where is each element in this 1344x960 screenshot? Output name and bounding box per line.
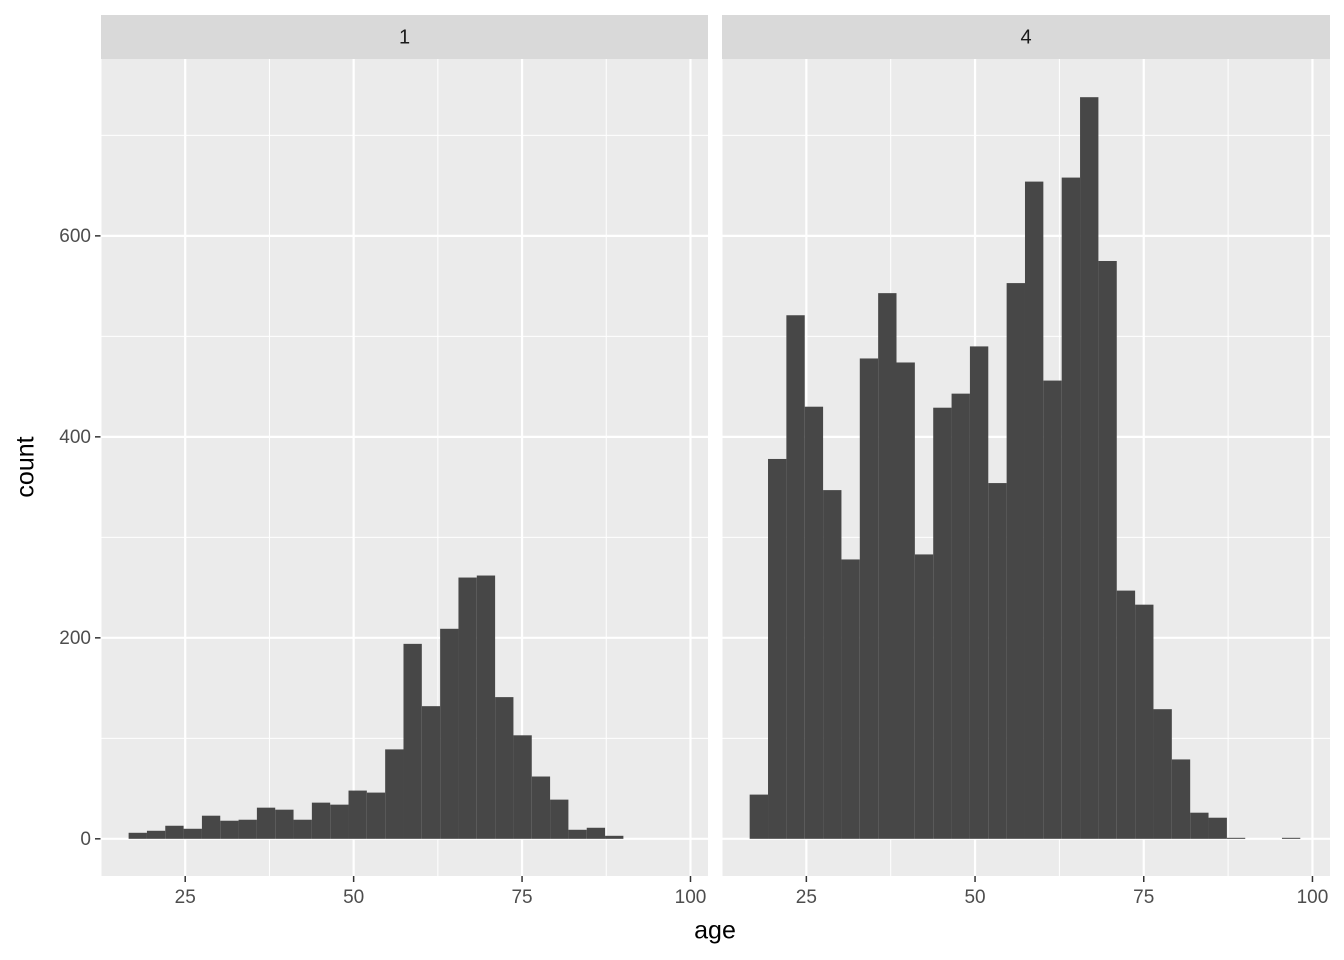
bar (841, 559, 860, 839)
bar (1006, 283, 1025, 839)
bar (293, 819, 312, 839)
bar (440, 628, 459, 839)
bar (165, 825, 184, 839)
x-axis-title: age (694, 917, 736, 945)
x-tick-label: 75 (1133, 887, 1154, 908)
bar (311, 802, 331, 839)
strip-background (101, 15, 708, 59)
bar (859, 358, 879, 839)
bar (1024, 181, 1044, 839)
x-tick-label: 100 (675, 887, 707, 908)
bar (1153, 709, 1172, 839)
y-tick-label: 400 (59, 427, 91, 448)
bar (749, 794, 769, 839)
x-tick-label: 25 (175, 887, 196, 908)
x-tick-label: 50 (964, 887, 985, 908)
bar (275, 809, 294, 839)
strip-label: 1 (399, 26, 410, 48)
bar (1208, 817, 1227, 839)
bar (458, 577, 477, 839)
bar (1116, 590, 1136, 839)
bar (495, 697, 514, 839)
bar (1135, 604, 1154, 839)
bar (605, 835, 624, 839)
strip-label: 4 (1020, 26, 1031, 48)
bar (256, 807, 276, 839)
bar (1190, 812, 1209, 839)
x-tick-label: 25 (796, 887, 817, 908)
y-axis-title: count (12, 436, 40, 497)
bar (1061, 177, 1081, 839)
bar (531, 776, 551, 839)
x-tick-label: 50 (343, 887, 364, 908)
bar (330, 804, 349, 839)
bar (568, 829, 587, 839)
bar (914, 554, 934, 839)
bar (1043, 380, 1062, 839)
y-tick-label: 600 (59, 226, 91, 247)
bar (366, 792, 386, 839)
bar (1281, 837, 1301, 839)
bar (220, 820, 239, 839)
y-tick-label: 200 (59, 628, 91, 649)
bar (768, 458, 787, 839)
bar (1098, 260, 1117, 839)
bar (550, 799, 569, 839)
bar (878, 293, 897, 839)
bar (586, 827, 606, 839)
bar (146, 830, 166, 839)
bar (823, 490, 842, 839)
bar (238, 819, 257, 839)
bar (128, 832, 147, 839)
bar (403, 643, 422, 839)
x-tick-label: 100 (1297, 887, 1329, 908)
x-tick-label: 75 (511, 887, 532, 908)
bar (513, 735, 532, 839)
bar (183, 828, 202, 839)
bar (1171, 759, 1191, 839)
bar (933, 407, 952, 839)
bar (385, 749, 404, 839)
bar (969, 346, 989, 839)
bar (1226, 837, 1246, 839)
bar (421, 706, 441, 839)
bar (896, 362, 915, 839)
bar (348, 790, 367, 839)
strip-background (722, 15, 1330, 59)
bar (476, 575, 496, 839)
bar (988, 483, 1007, 839)
bar (804, 406, 824, 839)
bar (1080, 97, 1099, 839)
bar (201, 815, 221, 839)
y-tick-label: 0 (80, 829, 91, 850)
bar (786, 315, 805, 839)
bar (951, 393, 970, 839)
